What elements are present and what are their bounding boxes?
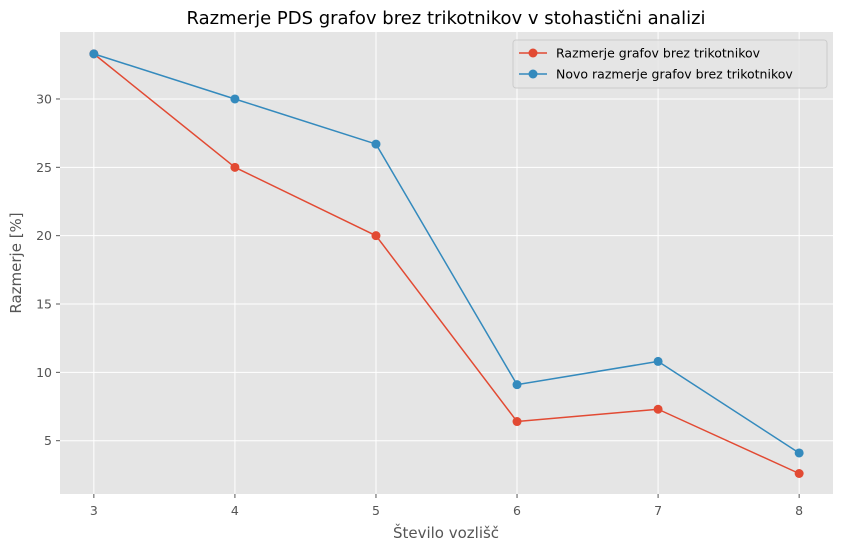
x-tick-label: 6 xyxy=(513,503,521,518)
data-point xyxy=(230,94,240,104)
y-tick-label: 25 xyxy=(36,160,52,175)
y-axis-label: Razmerje [%] xyxy=(7,212,25,313)
legend-marker-series-2 xyxy=(528,69,538,79)
data-point xyxy=(512,380,522,390)
y-tick-label: 10 xyxy=(36,365,52,380)
data-point xyxy=(89,49,99,59)
data-point xyxy=(653,356,663,366)
data-point xyxy=(794,468,804,478)
series-2 xyxy=(89,49,804,458)
data-point xyxy=(794,448,804,458)
series-line xyxy=(93,53,800,475)
x-axis-ticks: 3 4 5 6 7 8 xyxy=(90,494,803,518)
x-tick-label: 5 xyxy=(372,503,380,518)
legend-label-series-1: Razmerje grafov brez trikotnikov xyxy=(556,46,761,61)
data-point xyxy=(371,139,381,149)
x-tick-label: 4 xyxy=(231,503,239,518)
y-tick-label: 5 xyxy=(44,433,52,448)
series-line xyxy=(93,53,800,454)
x-tick-label: 3 xyxy=(90,503,98,518)
x-tick-label: 8 xyxy=(795,503,803,518)
data-point xyxy=(230,162,240,172)
x-axis-label: Število vozlišč xyxy=(393,523,499,542)
grid xyxy=(60,32,833,494)
x-tick-label: 7 xyxy=(654,503,662,518)
y-axis-ticks: 5 10 15 20 25 30 xyxy=(36,91,60,448)
y-tick-label: 20 xyxy=(36,228,52,243)
data-point xyxy=(512,417,522,427)
data-point xyxy=(653,404,663,414)
legend-marker-series-1 xyxy=(528,48,538,58)
legend: Razmerje grafov brez trikotnikov Novo ra… xyxy=(512,39,828,89)
series-layer xyxy=(89,49,804,478)
chart-title: Razmerje PDS grafov brez trikotnikov v s… xyxy=(186,8,705,29)
y-tick-label: 15 xyxy=(36,297,52,312)
legend-box xyxy=(512,39,828,89)
legend-label-series-2: Novo razmerje grafov brez trikotnikov xyxy=(556,67,793,82)
y-tick-label: 30 xyxy=(36,91,52,106)
data-point xyxy=(371,231,381,241)
